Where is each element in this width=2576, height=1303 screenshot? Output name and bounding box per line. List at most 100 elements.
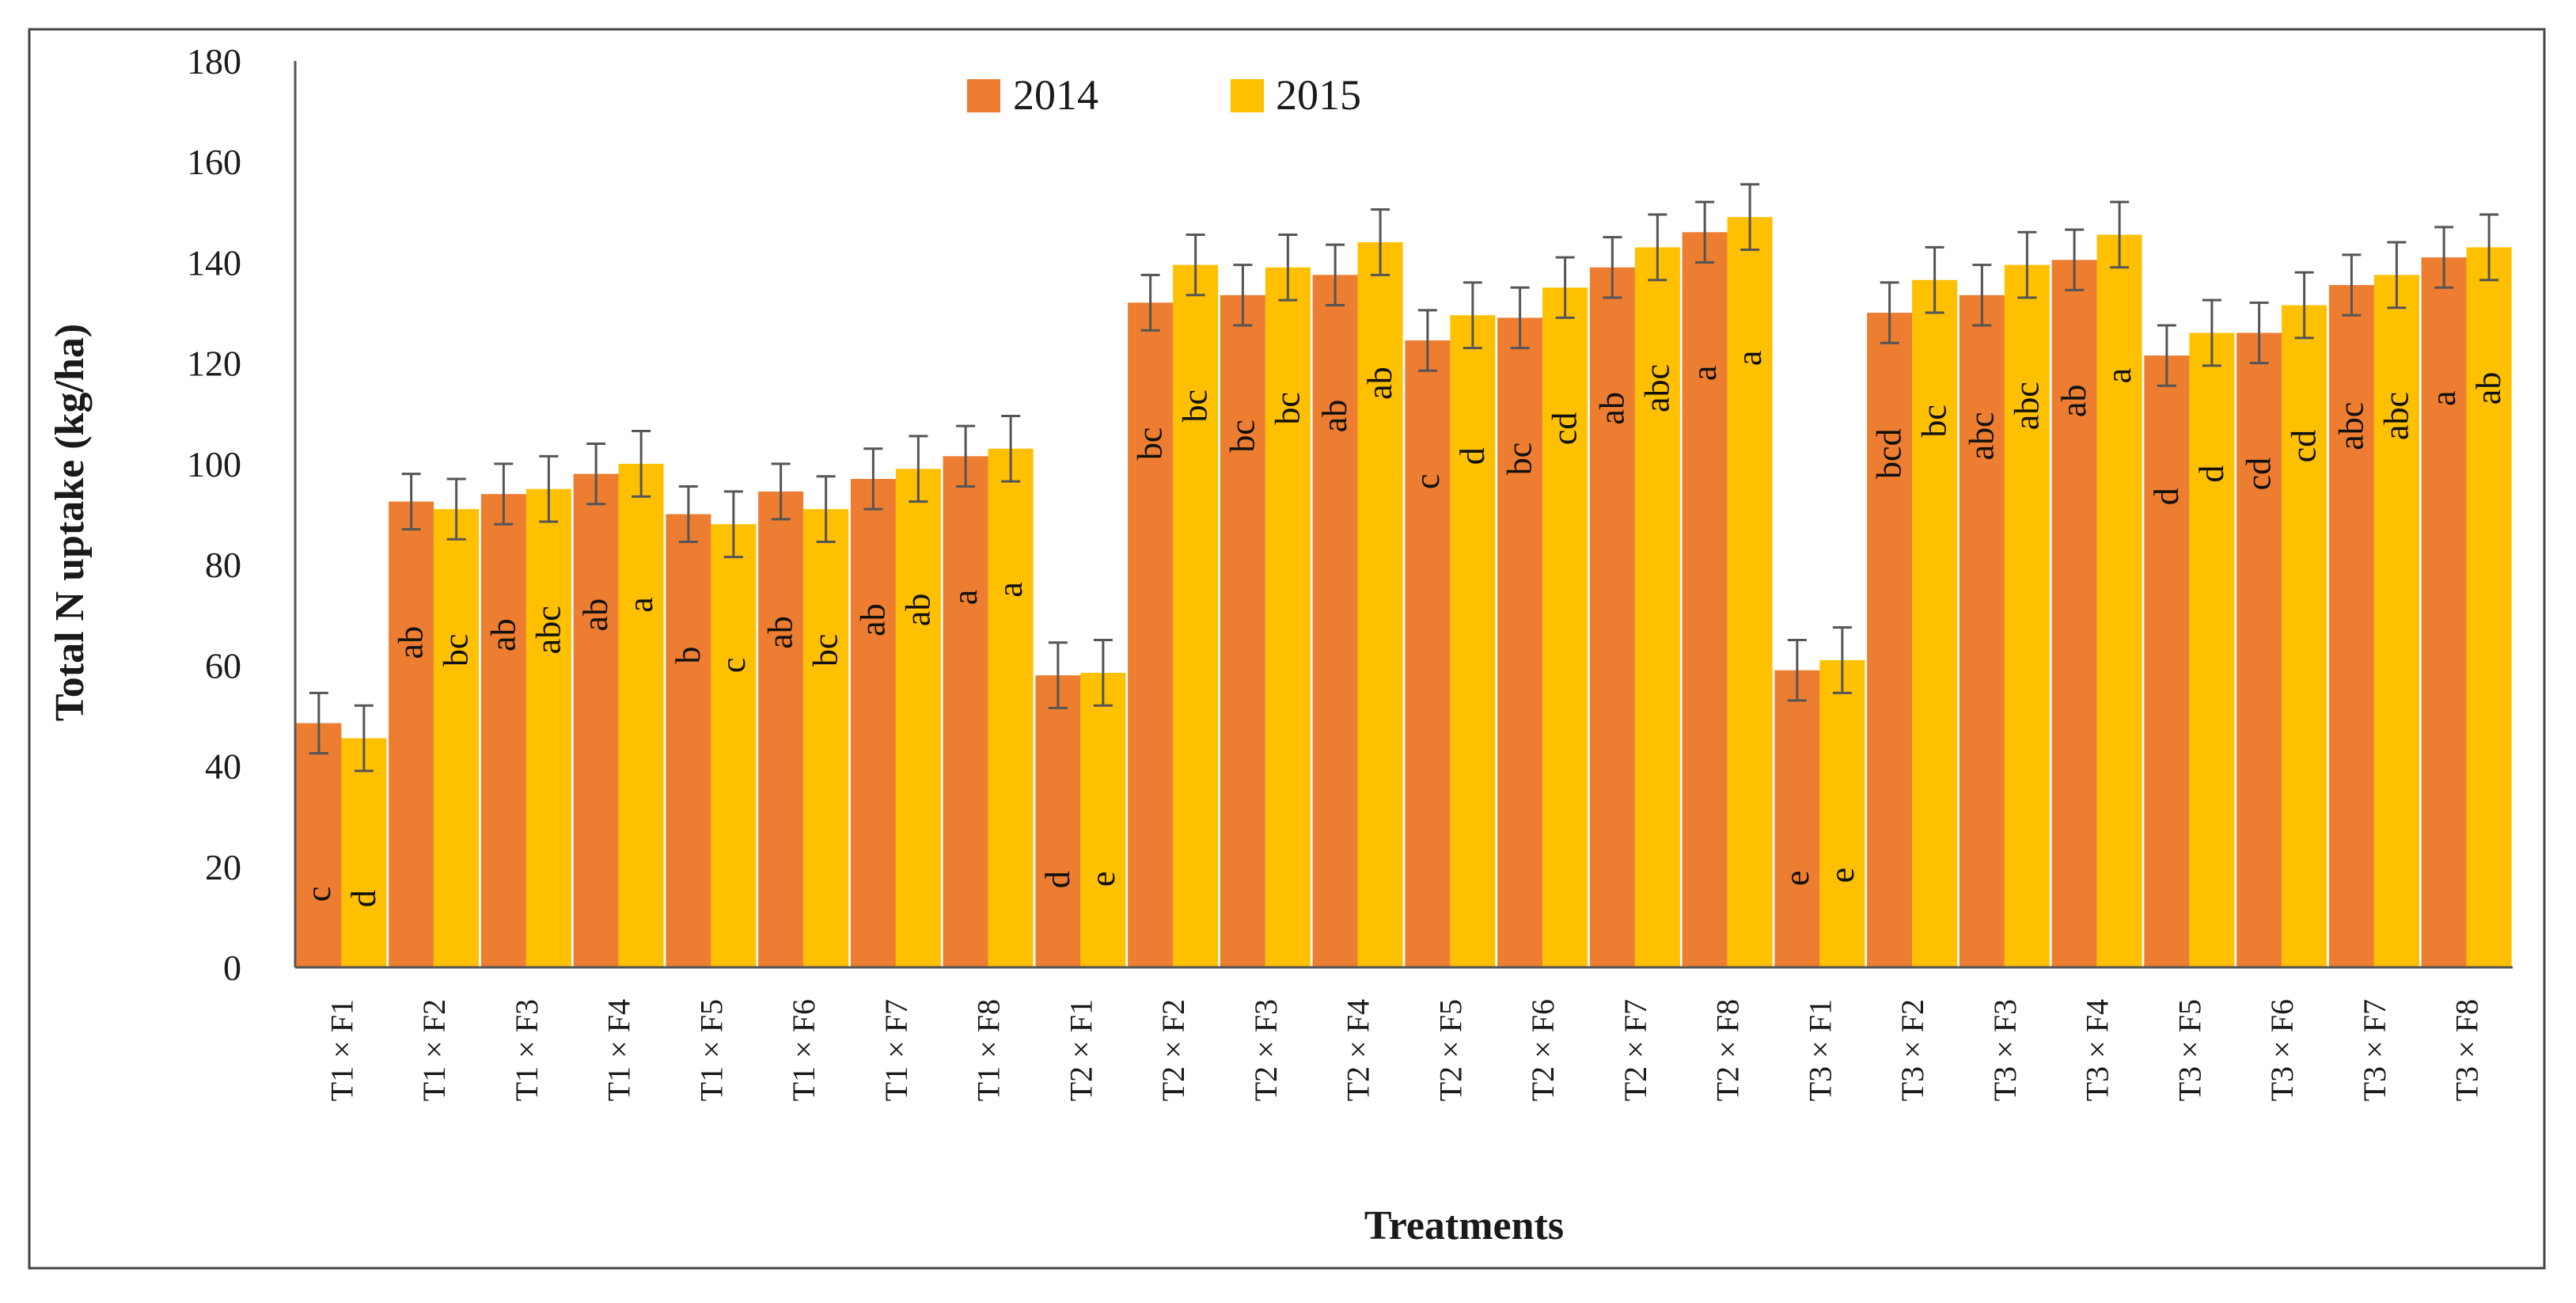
bar-2014-3 bbox=[480, 494, 526, 967]
significance-letter-2014-3: ab bbox=[484, 618, 522, 652]
significance-letter-2015-17: e bbox=[1823, 868, 1861, 883]
bar-2014-7 bbox=[850, 479, 896, 967]
legend-swatch-2014 bbox=[967, 79, 1000, 112]
significance-letter-2014-15: ab bbox=[1592, 392, 1631, 425]
significance-letter-2015-23: abc bbox=[2377, 392, 2415, 440]
bar-2015-23 bbox=[2373, 275, 2419, 967]
error-bar-2014-6 bbox=[771, 462, 791, 521]
x-tick-label-13: T2 × F5 bbox=[1432, 999, 1468, 1101]
significance-letter-2014-22: cd bbox=[2240, 458, 2278, 491]
error-bar-2014-10 bbox=[1140, 273, 1160, 332]
significance-letter-2015-1: d bbox=[344, 890, 383, 907]
x-tick-label-19: T3 × F3 bbox=[1987, 999, 2023, 1101]
error-bar-2014-12 bbox=[1326, 243, 1345, 307]
error-bar-2015-2 bbox=[446, 477, 466, 541]
bar-2014-19 bbox=[1959, 294, 2005, 967]
error-bar-2014-22 bbox=[2249, 301, 2269, 365]
bar-2015-17 bbox=[1819, 660, 1865, 967]
bar-2014-24 bbox=[2421, 257, 2467, 968]
bar-2014-1 bbox=[296, 723, 342, 967]
significance-letter-2015-10: bc bbox=[1176, 389, 1215, 423]
error-bar-2015-12 bbox=[1371, 208, 1390, 276]
bar-2015-18 bbox=[1912, 279, 1958, 967]
significance-letter-2015-22: cd bbox=[2285, 430, 2324, 463]
error-bar-2015-13 bbox=[1463, 281, 1482, 350]
significance-letter-2015-4: a bbox=[621, 597, 660, 613]
bar-2015-13 bbox=[1450, 315, 1496, 967]
bar-2014-23 bbox=[2328, 285, 2374, 968]
error-bar-2014-9 bbox=[1048, 641, 1068, 709]
error-bar-2015-24 bbox=[2479, 213, 2499, 282]
significance-letter-2014-6: ab bbox=[761, 616, 800, 649]
significance-letter-2015-3: abc bbox=[529, 606, 567, 654]
x-tick-label-12: T2 × F4 bbox=[1341, 999, 1376, 1101]
x-tick-label-3: T1 × F3 bbox=[509, 999, 544, 1101]
error-bar-2015-17 bbox=[1832, 626, 1852, 694]
bar-2015-4 bbox=[618, 463, 664, 967]
significance-letter-2015-13: d bbox=[1453, 447, 1492, 465]
error-bar-2014-24 bbox=[2434, 226, 2454, 289]
bar-2015-19 bbox=[2004, 264, 2050, 968]
error-bar-2015-1 bbox=[354, 704, 374, 773]
error-bar-2015-6 bbox=[816, 475, 836, 543]
y-tick-label-140: 140 bbox=[187, 242, 241, 283]
y-tick-label-80: 80 bbox=[205, 545, 241, 585]
error-bar-2015-9 bbox=[1093, 639, 1113, 707]
error-bar-2015-4 bbox=[632, 430, 651, 498]
significance-letter-2014-24: a bbox=[2424, 390, 2463, 406]
error-bar-2015-10 bbox=[1186, 233, 1205, 297]
significance-letter-2014-4: ab bbox=[576, 598, 615, 632]
error-bar-2015-5 bbox=[723, 490, 743, 559]
bar-2015-16 bbox=[1727, 217, 1773, 967]
legend: 2014 2015 bbox=[967, 71, 1361, 119]
y-tick-label-160: 160 bbox=[187, 142, 241, 182]
x-tick-label-9: T2 × F1 bbox=[1063, 999, 1098, 1101]
x-tick-label-16: T2 × F8 bbox=[1710, 999, 1746, 1101]
significance-letter-2015-6: bc bbox=[806, 634, 845, 667]
significance-letter-2014-21: d bbox=[2147, 488, 2186, 505]
bar-2014-18 bbox=[1867, 313, 1913, 968]
bar-2015-12 bbox=[1357, 242, 1403, 967]
error-bar-2014-4 bbox=[586, 442, 606, 506]
bar-2014-8 bbox=[943, 456, 988, 967]
significance-letter-2015-7: ab bbox=[898, 594, 937, 627]
significance-letter-2015-24: ab bbox=[2469, 372, 2508, 405]
error-bar-2014-21 bbox=[2157, 324, 2176, 387]
error-bar-2014-11 bbox=[1233, 264, 1253, 327]
significance-letter-2015-20: a bbox=[2100, 368, 2138, 384]
x-tick-label-15: T2 × F7 bbox=[1618, 999, 1653, 1101]
error-bar-2014-8 bbox=[956, 424, 976, 488]
bar-2014-16 bbox=[1682, 232, 1728, 967]
error-bar-2014-20 bbox=[2065, 228, 2085, 291]
x-tick-label-11: T2 × F3 bbox=[1248, 999, 1284, 1101]
significance-letter-2014-9: d bbox=[1038, 871, 1077, 888]
bar-2014-9 bbox=[1035, 675, 1081, 967]
bar-2014-22 bbox=[2236, 332, 2282, 967]
x-tick-label-8: T1 × F8 bbox=[971, 999, 1007, 1101]
x-tick-label-4: T1 × F4 bbox=[601, 999, 637, 1101]
significance-letter-2014-11: bc bbox=[1223, 420, 1261, 453]
x-tick-label-10: T2 × F2 bbox=[1155, 999, 1191, 1101]
bar-2015-6 bbox=[803, 509, 849, 967]
bar-2014-15 bbox=[1589, 267, 1635, 967]
significance-letter-2014-23: abc bbox=[2331, 402, 2370, 450]
x-tick-label-1: T1 × F1 bbox=[324, 999, 359, 1101]
x-tick-label-7: T1 × F7 bbox=[878, 999, 914, 1101]
x-tick-label-5: T1 × F5 bbox=[693, 999, 729, 1101]
bar-2014-13 bbox=[1405, 340, 1451, 967]
significance-letter-2015-8: a bbox=[991, 582, 1030, 598]
bar-2015-21 bbox=[2189, 332, 2235, 967]
x-tick-label-21: T3 × F5 bbox=[2172, 999, 2207, 1101]
error-bar-2015-18 bbox=[1925, 245, 1944, 314]
bars-layer bbox=[296, 217, 2512, 968]
bar-2015-9 bbox=[1080, 672, 1126, 967]
significance-letter-2015-14: cd bbox=[1546, 412, 1584, 446]
bar-2015-15 bbox=[1634, 247, 1680, 967]
significance-letter-2015-12: ab bbox=[1360, 367, 1399, 400]
x-tick-label-14: T2 × F6 bbox=[1525, 999, 1561, 1101]
error-bar-2014-13 bbox=[1417, 309, 1437, 372]
x-axis-title: Treatments bbox=[1364, 1203, 1564, 1248]
y-tick-label-0: 0 bbox=[223, 948, 241, 988]
